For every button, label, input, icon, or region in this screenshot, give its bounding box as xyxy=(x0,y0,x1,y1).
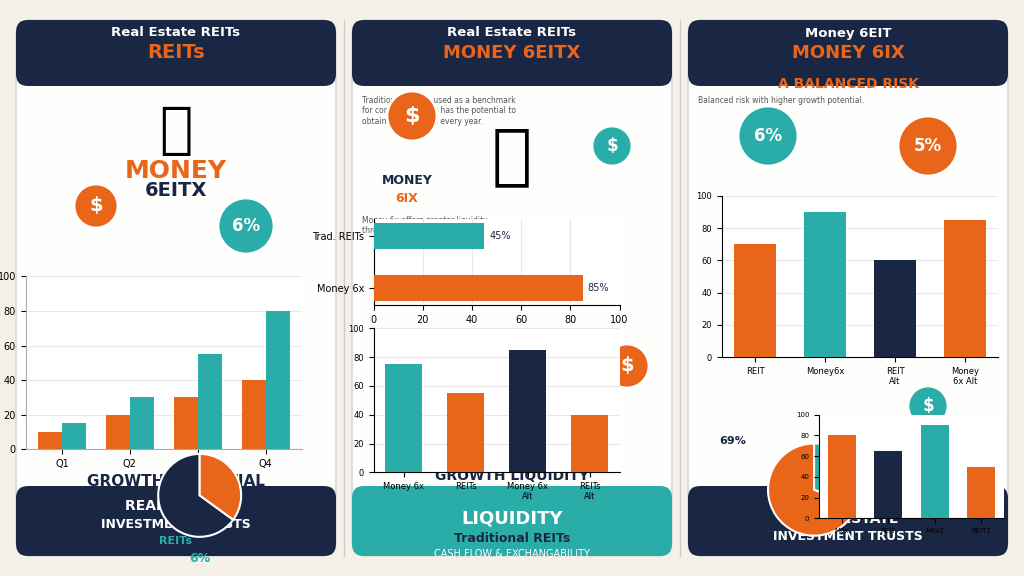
Text: 🏢: 🏢 xyxy=(492,123,532,189)
Text: 🏡: 🏡 xyxy=(837,257,860,295)
Bar xyxy=(509,350,546,472)
Text: REITs: REITs xyxy=(147,44,205,63)
Wedge shape xyxy=(159,454,233,537)
Circle shape xyxy=(908,386,948,426)
Text: LIQUIDITY: LIQUIDITY xyxy=(461,510,563,528)
Text: $: $ xyxy=(963,467,974,485)
Text: MONEY: MONEY xyxy=(382,175,432,188)
Text: 6IX: 6IX xyxy=(395,191,419,204)
Text: 🏛: 🏛 xyxy=(160,104,193,158)
Bar xyxy=(38,432,61,449)
Text: 6EITX: 6EITX xyxy=(144,181,207,200)
Text: $: $ xyxy=(621,357,634,376)
Bar xyxy=(242,380,266,449)
Text: INVESTMENT TRUSTS: INVESTMENT TRUSTS xyxy=(101,517,251,530)
FancyBboxPatch shape xyxy=(16,486,336,556)
Text: $: $ xyxy=(743,210,753,222)
FancyBboxPatch shape xyxy=(688,486,1008,556)
FancyBboxPatch shape xyxy=(688,20,1008,556)
Circle shape xyxy=(74,184,118,228)
Bar xyxy=(874,260,916,357)
Bar xyxy=(174,397,198,449)
Circle shape xyxy=(738,106,798,166)
FancyBboxPatch shape xyxy=(16,20,336,86)
Circle shape xyxy=(898,116,958,176)
Text: A BALANCED RISK: A BALANCED RISK xyxy=(777,77,919,91)
Text: 🏠: 🏠 xyxy=(505,409,519,433)
Circle shape xyxy=(605,344,649,388)
Wedge shape xyxy=(814,444,860,506)
Text: Real Estate REITs: Real Estate REITs xyxy=(112,26,241,40)
Text: 6%: 6% xyxy=(189,552,210,564)
Bar xyxy=(266,311,290,449)
Text: 6%: 6% xyxy=(232,217,260,235)
Text: 85%: 85% xyxy=(588,283,609,293)
Bar xyxy=(385,365,422,472)
Text: Traditional REITs: Traditional REITs xyxy=(454,532,570,544)
Text: CASH FLOW & EXCHANGABILITY: CASH FLOW & EXCHANGABILITY xyxy=(434,549,590,559)
Text: MONEY 6EITX: MONEY 6EITX xyxy=(443,44,581,62)
Circle shape xyxy=(375,334,419,378)
Bar xyxy=(61,423,86,449)
Text: REAL ESTATE: REAL ESTATE xyxy=(125,499,226,513)
Bar xyxy=(734,244,776,357)
Bar xyxy=(198,354,221,449)
Text: $: $ xyxy=(89,196,102,215)
Bar xyxy=(447,393,484,472)
Circle shape xyxy=(218,198,274,254)
Bar xyxy=(968,467,995,518)
Circle shape xyxy=(592,126,632,166)
Bar xyxy=(130,397,154,449)
FancyBboxPatch shape xyxy=(352,20,672,556)
Text: $: $ xyxy=(923,397,934,415)
Text: 6%: 6% xyxy=(754,127,782,145)
Text: Money 6x offers greater liquidity
through cash flow and exchangability.: Money 6x offers greater liquidity throug… xyxy=(362,216,508,236)
Text: REITs: REITs xyxy=(160,536,193,546)
Bar xyxy=(571,415,608,472)
Circle shape xyxy=(387,91,437,141)
Circle shape xyxy=(733,201,763,231)
Bar xyxy=(921,425,948,518)
Text: 69%: 69% xyxy=(720,436,746,446)
Text: $: $ xyxy=(404,106,420,126)
Text: GROWTH LIQUIDITY: GROWTH LIQUIDITY xyxy=(435,469,589,483)
Text: Money 6x REITs: Money 6x REITs xyxy=(805,488,891,498)
Text: 60%: 60% xyxy=(815,461,842,471)
Wedge shape xyxy=(200,454,241,520)
FancyBboxPatch shape xyxy=(352,486,672,556)
Text: Money 6EIT: Money 6EIT xyxy=(805,26,891,40)
FancyBboxPatch shape xyxy=(688,20,1008,86)
Circle shape xyxy=(948,456,988,496)
Text: $: $ xyxy=(390,347,403,366)
Bar xyxy=(827,435,855,518)
Text: GROWTH POTENTIAL: GROWTH POTENTIAL xyxy=(87,473,265,488)
FancyBboxPatch shape xyxy=(352,20,672,86)
Text: Real Estate REITs: Real Estate REITs xyxy=(447,26,577,40)
Text: 69%: 69% xyxy=(914,486,941,496)
Text: INVESTMENT TRUSTS: INVESTMENT TRUSTS xyxy=(773,529,923,543)
Wedge shape xyxy=(768,444,857,536)
Bar xyxy=(374,223,484,249)
Text: 5%: 5% xyxy=(914,137,942,155)
Bar xyxy=(106,415,130,449)
FancyBboxPatch shape xyxy=(16,20,336,556)
Text: Balanced risk with higher growth potential.: Balanced risk with higher growth potenti… xyxy=(698,96,864,105)
Text: 69%: 69% xyxy=(720,486,746,496)
Text: Traditional data is used as a benchmark
for comparison that has the potential to: Traditional data is used as a benchmark … xyxy=(362,96,516,126)
Text: MONEY: MONEY xyxy=(125,159,227,183)
Bar xyxy=(804,212,846,357)
Bar xyxy=(374,275,583,301)
Text: LIQUIDITY: LIQUIDITY xyxy=(809,469,888,483)
Bar xyxy=(874,451,902,518)
Bar xyxy=(944,220,986,357)
Text: MONEY 6IX: MONEY 6IX xyxy=(792,44,904,62)
Text: REAL ESTATE: REAL ESTATE xyxy=(798,512,899,526)
Text: 45%: 45% xyxy=(489,231,511,241)
Text: $: $ xyxy=(606,137,617,155)
